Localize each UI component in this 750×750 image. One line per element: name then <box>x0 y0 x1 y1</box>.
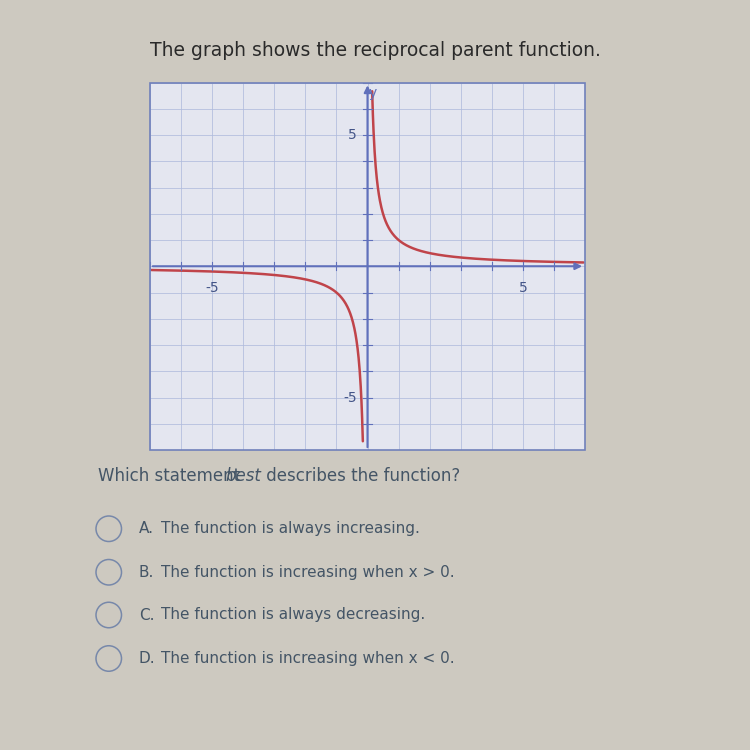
Text: C.: C. <box>139 608 154 622</box>
Text: describes the function?: describes the function? <box>261 467 460 485</box>
Text: The graph shows the reciprocal parent function.: The graph shows the reciprocal parent fu… <box>149 41 601 60</box>
Text: 5: 5 <box>518 280 527 295</box>
Text: The function is always decreasing.: The function is always decreasing. <box>161 608 425 622</box>
Text: best: best <box>225 467 261 485</box>
Text: B.: B. <box>139 565 154 580</box>
Text: -5: -5 <box>206 280 219 295</box>
Text: The function is increasing when x < 0.: The function is increasing when x < 0. <box>161 651 454 666</box>
Text: y: y <box>369 86 377 100</box>
Text: The function is always increasing.: The function is always increasing. <box>161 521 420 536</box>
Text: -5: -5 <box>343 391 357 404</box>
Text: Which statement: Which statement <box>98 467 244 485</box>
Text: D.: D. <box>139 651 155 666</box>
Text: 5: 5 <box>348 128 357 142</box>
Text: The function is increasing when x > 0.: The function is increasing when x > 0. <box>161 565 454 580</box>
Text: A.: A. <box>139 521 154 536</box>
